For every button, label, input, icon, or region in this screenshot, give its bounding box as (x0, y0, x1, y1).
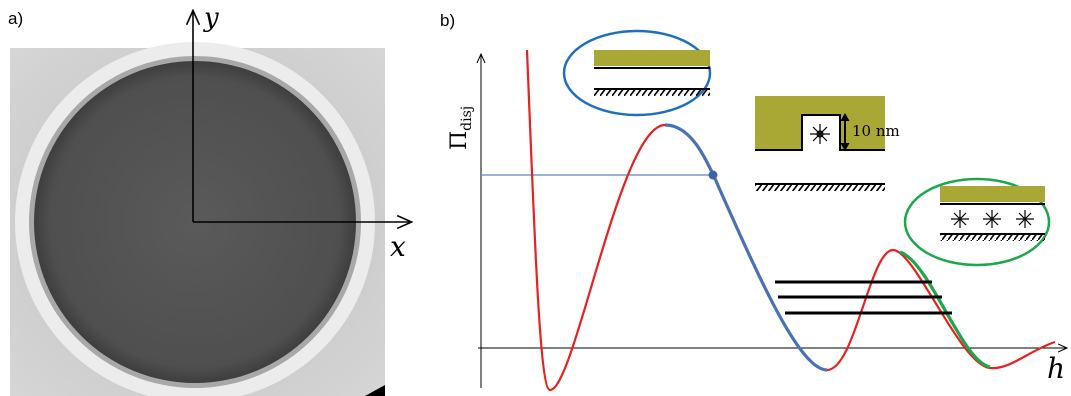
stable-branch (664, 123, 828, 372)
inset-micelles (903, 177, 1051, 267)
stratification-lines (775, 280, 952, 315)
axis-label: Πdisj (447, 106, 475, 150)
point (708, 170, 718, 180)
thickness-label: 10 nm (852, 122, 900, 140)
stable-branch (899, 250, 991, 369)
axis-label: h (1047, 352, 1065, 385)
panel-label: b) (440, 11, 455, 30)
inset-step (755, 96, 885, 191)
axis-label: y (203, 3, 219, 33)
panel-label: a) (8, 9, 23, 28)
axis-subscript: disj (459, 106, 475, 131)
micrograph (10, 42, 385, 396)
inset-thick (562, 29, 712, 117)
axis-label: x (390, 230, 406, 263)
axis-symbol: Π (447, 131, 472, 150)
